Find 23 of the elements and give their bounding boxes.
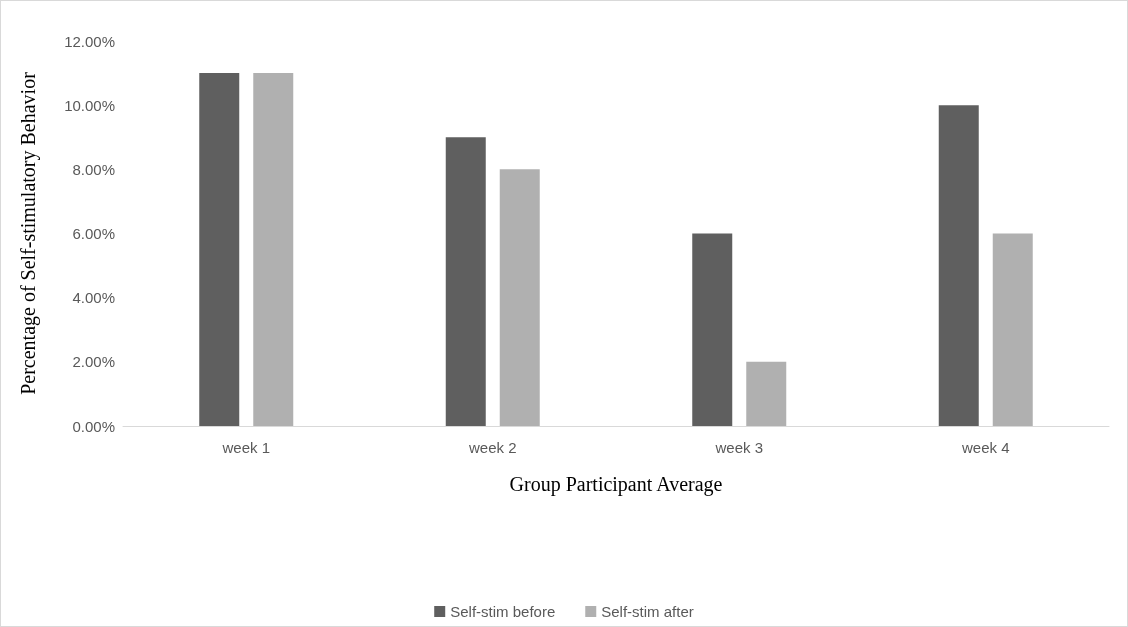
y-tick-label: 12.00% bbox=[64, 32, 115, 50]
bar bbox=[992, 233, 1033, 426]
y-axis-title: Percentage of Self-stimulatory Behavior bbox=[17, 71, 40, 395]
legend-label: Self-stim after bbox=[601, 603, 694, 620]
x-tick-label: week 2 bbox=[467, 439, 517, 456]
bar bbox=[499, 169, 540, 426]
legend-label: Self-stim before bbox=[450, 603, 556, 620]
bar bbox=[199, 73, 240, 426]
x-axis-title: Group Participant Average bbox=[509, 473, 723, 496]
bar bbox=[692, 233, 733, 426]
y-tick-label: 8.00% bbox=[72, 160, 115, 178]
y-tick-label: 10.00% bbox=[64, 96, 115, 114]
x-tick-label: week 3 bbox=[714, 439, 764, 456]
x-tick-label: week 1 bbox=[221, 439, 271, 456]
x-tick-label: week 4 bbox=[960, 439, 1010, 456]
y-tick-label: 2.00% bbox=[72, 353, 115, 371]
y-tick-label: 0.00% bbox=[72, 417, 115, 435]
bar bbox=[253, 73, 294, 426]
bar bbox=[445, 137, 486, 426]
bar bbox=[938, 105, 979, 426]
y-tick-label: 4.00% bbox=[72, 289, 115, 307]
y-tick-label: 6.00% bbox=[72, 225, 115, 242]
bar bbox=[746, 361, 787, 426]
